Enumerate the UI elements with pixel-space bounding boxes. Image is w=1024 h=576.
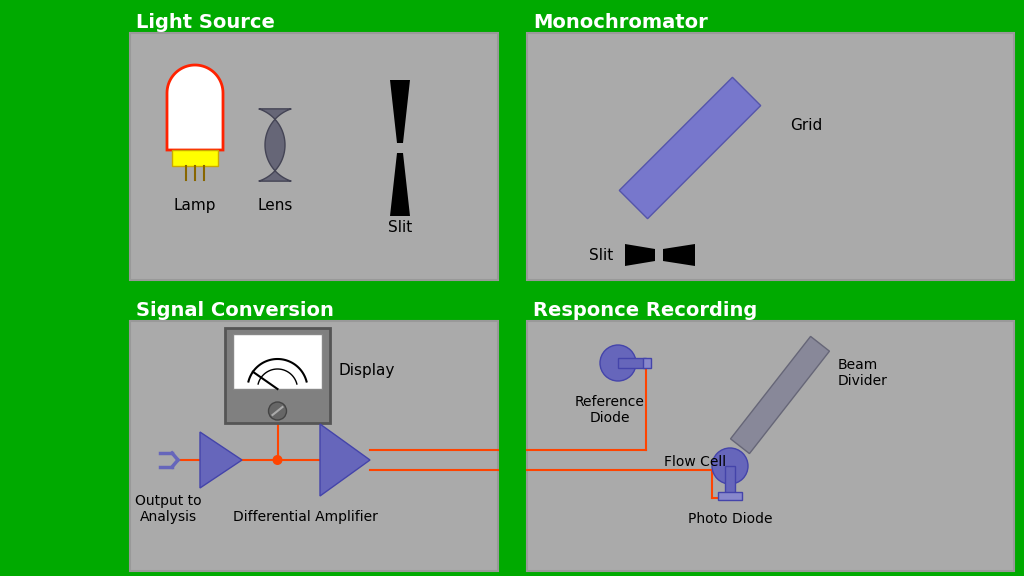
Circle shape	[600, 345, 636, 381]
Text: Display: Display	[338, 363, 394, 378]
Bar	[643, 358, 651, 368]
Circle shape	[272, 455, 283, 465]
Bar	[225, 328, 330, 423]
Bar	[130, 33, 498, 280]
Bar	[527, 321, 1014, 571]
Bar	[618, 358, 646, 368]
Text: Light Source: Light Source	[136, 13, 274, 32]
FancyBboxPatch shape	[730, 336, 829, 454]
Bar	[718, 492, 742, 500]
Polygon shape	[200, 432, 242, 488]
Polygon shape	[167, 65, 223, 150]
Bar	[527, 33, 1014, 280]
Text: Photo Diode: Photo Diode	[688, 512, 772, 526]
Polygon shape	[663, 244, 695, 266]
FancyBboxPatch shape	[620, 77, 761, 219]
Text: Beam
Divider: Beam Divider	[838, 358, 888, 388]
Text: Lens: Lens	[257, 198, 293, 213]
Polygon shape	[390, 80, 410, 143]
Text: Responce Recording: Responce Recording	[534, 301, 758, 320]
Text: Flow Cell: Flow Cell	[664, 455, 726, 469]
Polygon shape	[319, 424, 370, 496]
Text: Slit: Slit	[388, 220, 412, 235]
Circle shape	[268, 402, 287, 420]
Text: Lamp: Lamp	[174, 198, 216, 213]
Text: Grid: Grid	[790, 118, 822, 132]
Text: Differential Amplifier: Differential Amplifier	[232, 510, 378, 524]
Text: Slit: Slit	[589, 248, 613, 263]
Bar	[725, 466, 735, 494]
Polygon shape	[390, 153, 410, 216]
Text: Signal Conversion: Signal Conversion	[136, 301, 334, 320]
Polygon shape	[259, 109, 291, 181]
Text: Reference
Diode: Reference Diode	[575, 395, 645, 425]
Text: Output to
Analysis: Output to Analysis	[135, 494, 202, 524]
Bar	[172, 150, 218, 166]
Text: Monochromator: Monochromator	[534, 13, 708, 32]
Circle shape	[712, 448, 748, 484]
Polygon shape	[625, 244, 655, 266]
Bar	[233, 334, 322, 389]
Bar	[130, 321, 498, 571]
